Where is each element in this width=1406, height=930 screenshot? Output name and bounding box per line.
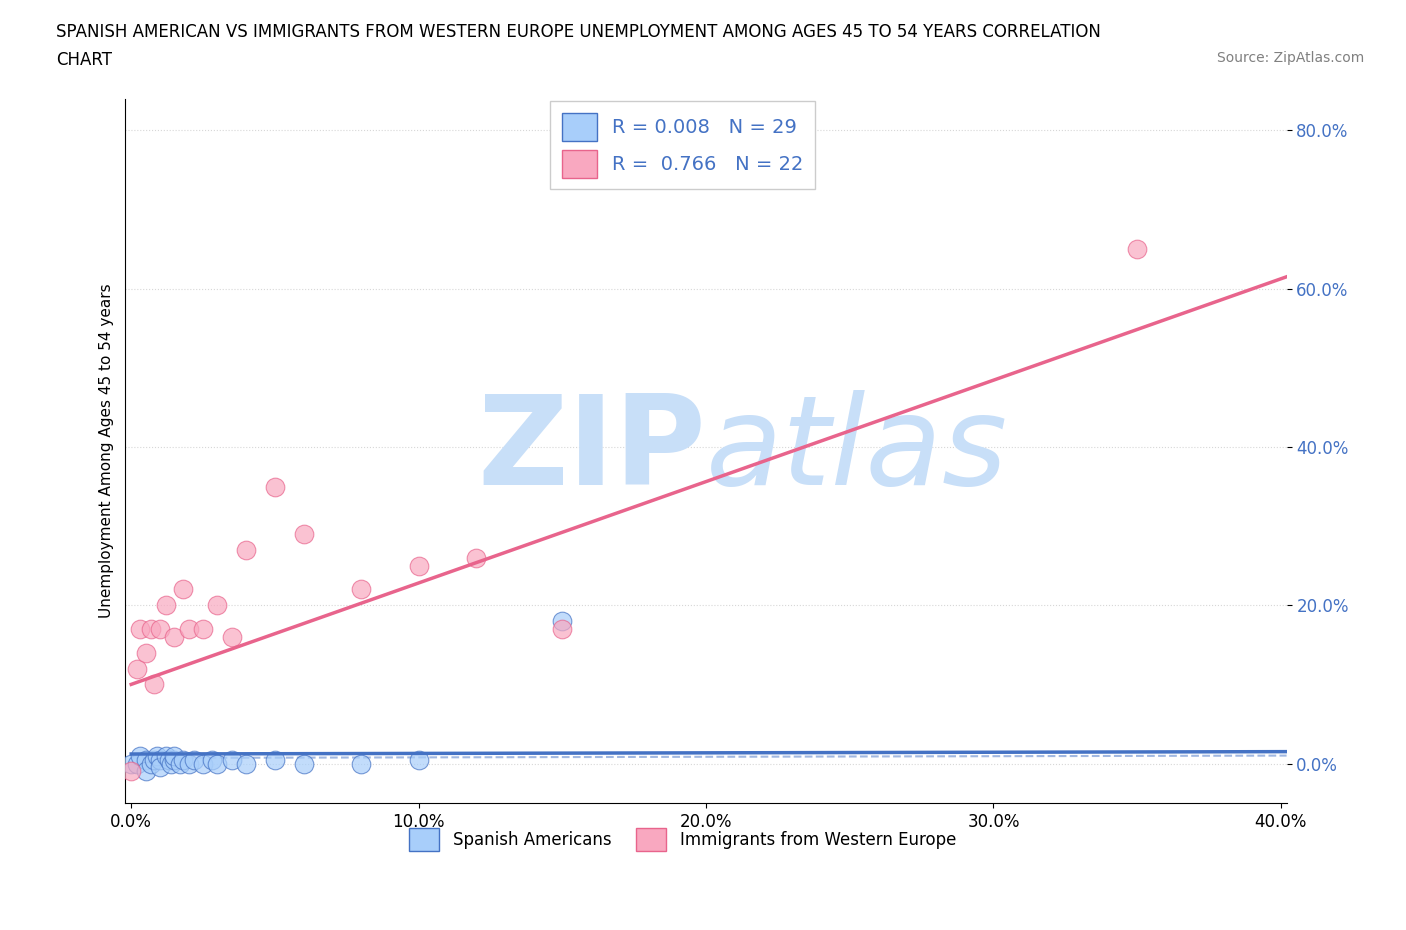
- Text: ZIP: ZIP: [477, 391, 706, 512]
- Point: [1126, 242, 1149, 257]
- Point: [172, 752, 194, 767]
- Text: CHART: CHART: [56, 51, 112, 69]
- Point: [551, 621, 574, 636]
- Point: [128, 621, 150, 636]
- Y-axis label: Unemployment Among Ages 45 to 54 years: Unemployment Among Ages 45 to 54 years: [100, 284, 114, 618]
- Point: [551, 614, 574, 629]
- Point: [149, 621, 172, 636]
- Point: [221, 752, 243, 767]
- Point: [292, 526, 315, 541]
- Point: [146, 748, 169, 763]
- Point: [155, 598, 177, 613]
- Point: [149, 752, 172, 767]
- Point: [183, 752, 205, 767]
- Point: [264, 752, 287, 767]
- Point: [177, 621, 200, 636]
- Point: [160, 756, 183, 771]
- Point: [149, 760, 172, 775]
- Point: [350, 582, 373, 597]
- Text: SPANISH AMERICAN VS IMMIGRANTS FROM WESTERN EUROPE UNEMPLOYMENT AMONG AGES 45 TO: SPANISH AMERICAN VS IMMIGRANTS FROM WEST…: [56, 23, 1101, 41]
- Point: [201, 752, 224, 767]
- Point: [163, 748, 186, 763]
- Point: [235, 756, 257, 771]
- Point: [408, 752, 430, 767]
- Point: [191, 756, 214, 771]
- Text: atlas: atlas: [706, 391, 1008, 512]
- Point: [172, 582, 194, 597]
- Point: [235, 542, 257, 557]
- Point: [207, 756, 229, 771]
- Point: [292, 756, 315, 771]
- Point: [221, 630, 243, 644]
- Point: [169, 756, 191, 771]
- Text: Source: ZipAtlas.com: Source: ZipAtlas.com: [1216, 51, 1364, 65]
- Point: [120, 764, 142, 778]
- Point: [120, 756, 142, 771]
- Point: [143, 677, 166, 692]
- Point: [163, 630, 186, 644]
- Point: [135, 764, 157, 778]
- Point: [207, 598, 229, 613]
- Point: [143, 752, 166, 767]
- Legend: Spanish Americans, Immigrants from Western Europe: Spanish Americans, Immigrants from Weste…: [402, 821, 963, 858]
- Point: [157, 752, 180, 767]
- Point: [191, 621, 214, 636]
- Point: [141, 621, 163, 636]
- Point: [135, 752, 157, 767]
- Point: [125, 661, 148, 676]
- Point: [163, 752, 186, 767]
- Point: [128, 748, 150, 763]
- Point: [141, 756, 163, 771]
- Point: [408, 558, 430, 573]
- Point: [465, 551, 488, 565]
- Point: [125, 756, 148, 771]
- Point: [350, 756, 373, 771]
- Point: [135, 645, 157, 660]
- Point: [264, 479, 287, 494]
- Point: [155, 748, 177, 763]
- Point: [177, 756, 200, 771]
